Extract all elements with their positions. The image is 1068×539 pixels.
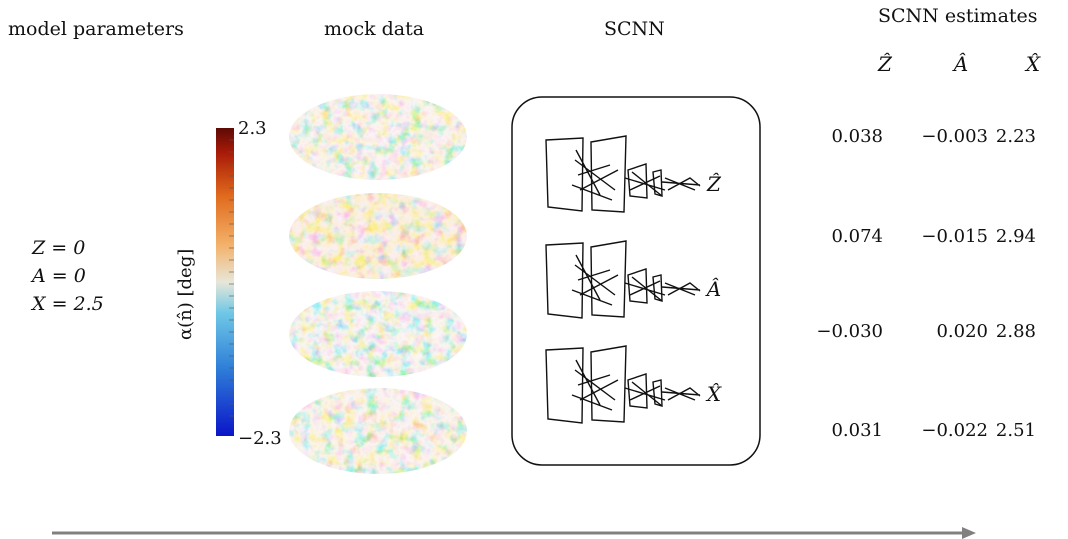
estimate-r2-z: 0.074 xyxy=(831,226,883,247)
sky-map-2 xyxy=(289,193,467,279)
flow-arrow-head xyxy=(962,527,976,539)
scnn-output-z: Ẑ xyxy=(707,172,721,196)
sky-map-1 xyxy=(289,94,467,180)
estimate-r2-a: −0.015 xyxy=(921,226,988,247)
param-a: A = 0 xyxy=(32,265,86,287)
estimate-r4-a: −0.022 xyxy=(921,420,988,441)
header-scnn-estimates: SCNN estimates xyxy=(878,5,1038,27)
estimate-col-header-x: X̂ xyxy=(1025,52,1041,76)
estimate-r2-x: 2.94 xyxy=(995,226,1036,247)
scnn-output-x: X̂ xyxy=(706,382,722,406)
param-x: X = 2.5 xyxy=(32,293,104,315)
param-z: Z = 0 xyxy=(32,237,86,259)
estimate-r1-a: −0.003 xyxy=(921,126,988,147)
estimate-col-header-a: Â xyxy=(953,52,969,76)
scnn-box xyxy=(511,96,761,466)
estimate-col-header-z: Ẑ xyxy=(878,52,892,76)
sky-map-4 xyxy=(289,388,467,474)
estimate-r1-z: 0.038 xyxy=(831,126,883,147)
colorbar-ticks xyxy=(229,139,234,417)
estimate-r3-z: −0.030 xyxy=(816,321,883,342)
header-model-parameters: model parameters xyxy=(8,18,184,40)
scnn-output-a: Â xyxy=(706,277,722,301)
estimate-r4-x: 2.51 xyxy=(995,420,1036,441)
colorbar xyxy=(216,128,234,436)
header-scnn: SCNN xyxy=(604,18,665,40)
estimate-r1-x: 2.23 xyxy=(995,126,1036,147)
estimate-r3-x: 2.88 xyxy=(995,321,1036,342)
network-sketch-z xyxy=(545,135,701,213)
network-sketch-a xyxy=(545,240,701,319)
header-mock-data: mock data xyxy=(324,18,425,40)
sky-map-3 xyxy=(289,291,467,377)
colorbar-max-label: 2.3 xyxy=(238,118,267,139)
estimate-r4-z: 0.031 xyxy=(831,420,883,441)
estimate-r3-a: 0.020 xyxy=(936,321,988,342)
colorbar-min-label: −2.3 xyxy=(238,428,282,449)
network-sketch-x xyxy=(545,345,701,424)
